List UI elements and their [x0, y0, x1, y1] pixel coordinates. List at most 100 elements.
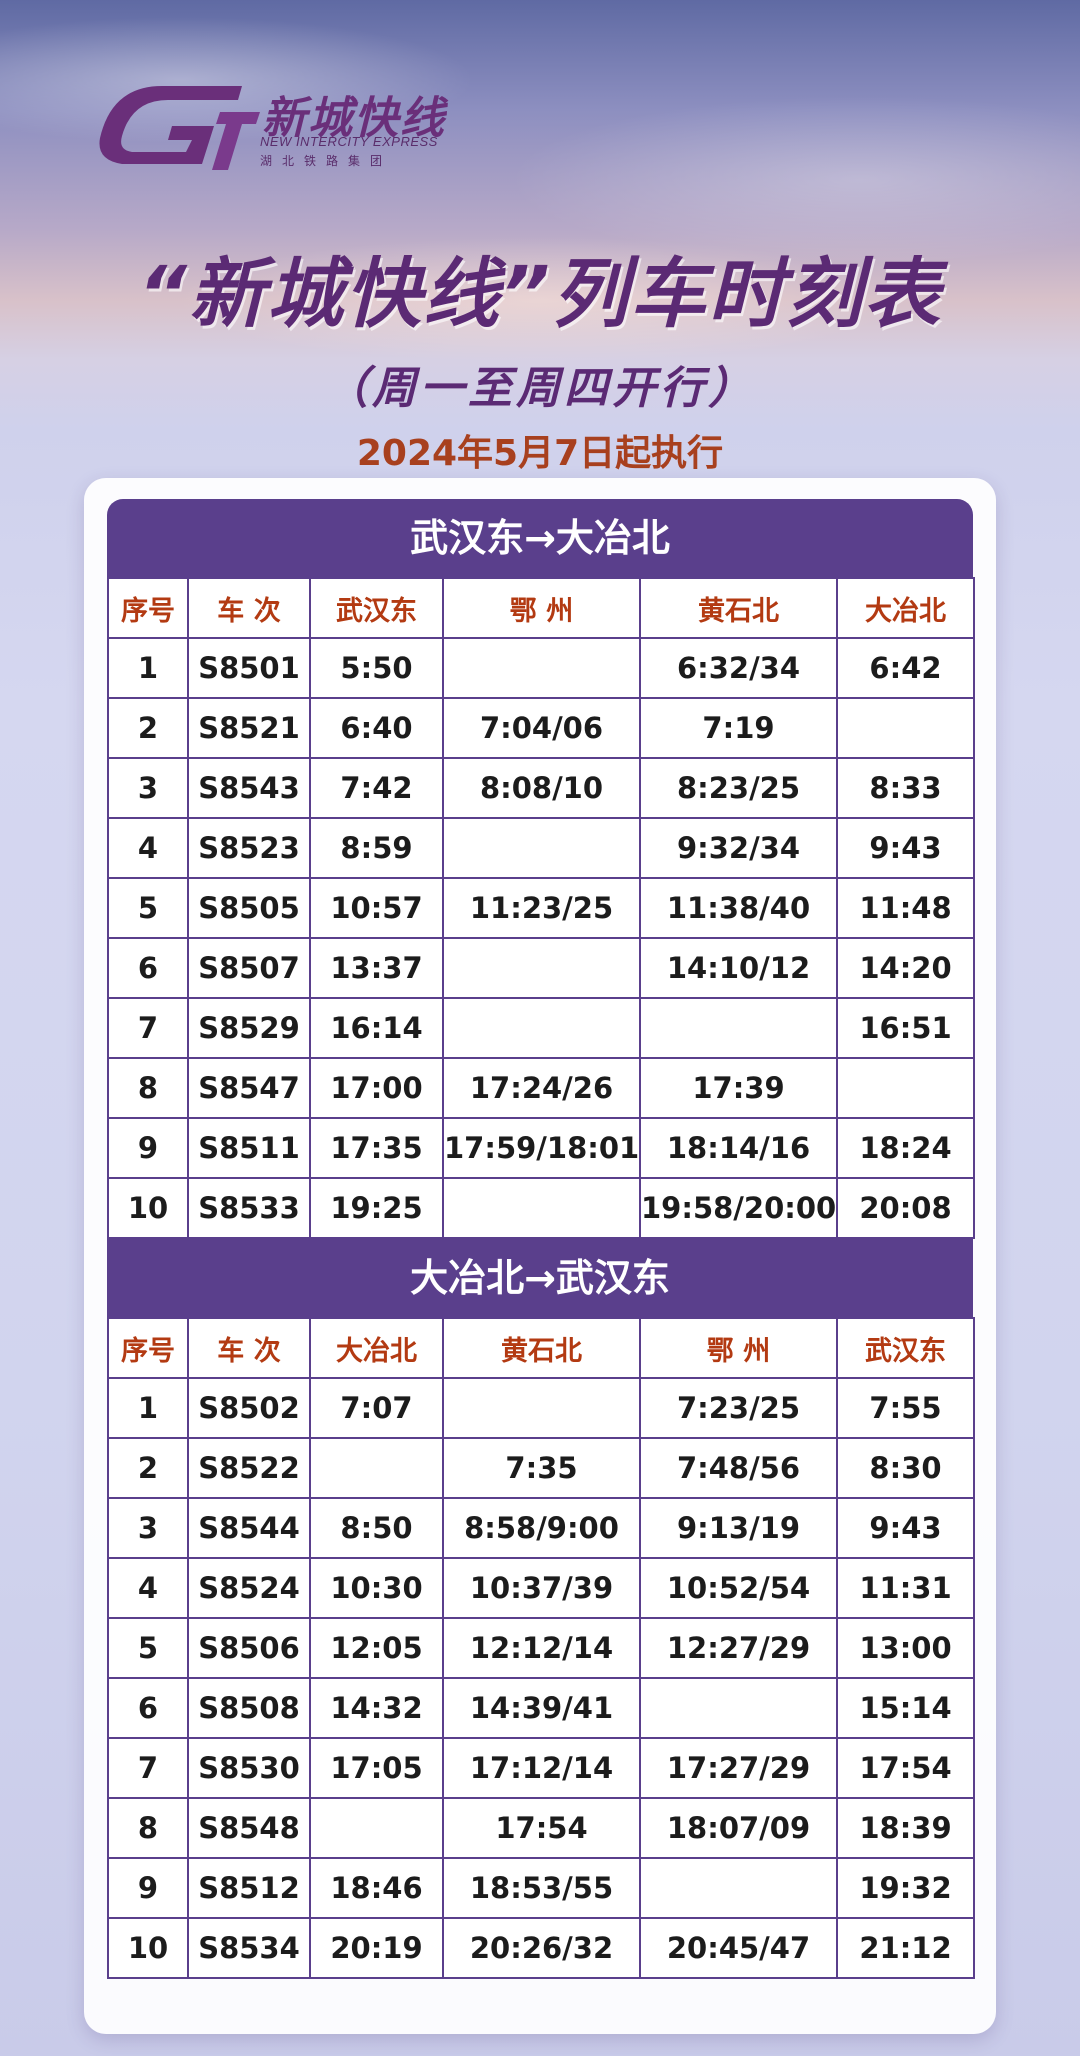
table-cell: 6:40: [309, 697, 444, 759]
table-row: 5 S8505 10:57 11:23/25 11:38/40 11:48: [107, 877, 975, 939]
table-cell: 7:04/06: [442, 697, 641, 759]
table-cell: 10: [107, 1917, 189, 1979]
table-cell: [639, 1677, 838, 1739]
table-cell: 20:26/32: [442, 1917, 641, 1979]
table-cell: S8544: [187, 1497, 311, 1559]
table-cell: [442, 1377, 641, 1439]
section-wuhan-to-daye: 武汉东→大冶北 序号车 次武汉东鄂 州黄石北 大冶北 1 S8501 5:50 6:32…: [107, 499, 975, 1239]
column-header: 大冶北: [309, 1317, 444, 1379]
logo-mark-icon: [99, 86, 260, 170]
column-header: 黄石北: [442, 1317, 641, 1379]
table-cell: 19:58/20:00: [639, 1177, 838, 1239]
table-cell: 9:13/19: [639, 1497, 838, 1559]
table-cell: 18:07/09: [639, 1797, 838, 1859]
table-cell: 13:00: [836, 1617, 975, 1679]
table-row: 9 S8512 18:46 18:53/55 19:32: [107, 1857, 975, 1919]
table-cell: 12:27/29: [639, 1617, 838, 1679]
column-header: 车 次: [187, 1317, 311, 1379]
table-cell: 17:05: [309, 1737, 444, 1799]
table-cell: 7:48/56: [639, 1437, 838, 1499]
table-cell: S8502: [187, 1377, 311, 1439]
table-cell: 16:51: [836, 997, 975, 1059]
table-cell: [309, 1437, 444, 1499]
table-cell: 17:54: [442, 1797, 641, 1859]
table-cell: S8506: [187, 1617, 311, 1679]
table-cell: 11:48: [836, 877, 975, 939]
table-cell: 14:39/41: [442, 1677, 641, 1739]
table-cell: 5: [107, 877, 189, 939]
table-row: 2 S8521 6:40 7:04/06 7:19: [107, 697, 975, 759]
table-cell: 1: [107, 637, 189, 699]
table-cell: 9: [107, 1117, 189, 1179]
table-cell: 17:00: [309, 1057, 444, 1119]
table-cell: S8533: [187, 1177, 311, 1239]
table-cell: 9:43: [836, 1497, 975, 1559]
table-row: 7 S8529 16:14 16:51: [107, 997, 975, 1059]
table-cell: 10:57: [309, 877, 444, 939]
table-cell: 16:14: [309, 997, 444, 1059]
brand-logo: 新城快线 NEW INTERCITY EXPRESS 湖北铁路集团: [92, 78, 472, 178]
timetable: 武汉东→大冶北 序号车 次武汉东鄂 州黄石北 大冶北 1 S8501 5:50 6:32…: [107, 499, 975, 1979]
table-cell: [309, 1797, 444, 1859]
table-row: 4 S8523 8:59 9:32/34 9:43: [107, 817, 975, 879]
table-cell: 6:42: [836, 637, 975, 699]
section-title: 大冶北→武汉东: [107, 1239, 973, 1317]
schedule-table: 序号车 次大冶北 黄石北鄂 州武汉东 1 S8502 7:07 7:23/25 7:55 2…: [107, 1317, 975, 1979]
table-cell: [836, 697, 975, 759]
table-row: 10 S8533 19:25 19:58/20:00 20:08: [107, 1177, 975, 1239]
table-cell: [442, 997, 641, 1059]
table-cell: S8523: [187, 817, 311, 879]
table-cell: 7:35: [442, 1437, 641, 1499]
table-cell: 14:10/12: [639, 937, 838, 999]
table-row: 3 S8543 7:42 8:08/10 8:23/25 8:33: [107, 757, 975, 819]
table-cell: 13:37: [309, 937, 444, 999]
table-cell: 4: [107, 1557, 189, 1619]
table-cell: S8507: [187, 937, 311, 999]
table-cell: 8: [107, 1797, 189, 1859]
page-title: “新城快线”列车时刻表: [138, 249, 942, 338]
table-row: 6 S8507 13:37 14:10/12 14:20: [107, 937, 975, 999]
table-cell: S8521: [187, 697, 311, 759]
table-cell: S8524: [187, 1557, 311, 1619]
table-cell: 17:24/26: [442, 1057, 641, 1119]
table-cell: 15:14: [836, 1677, 975, 1739]
table-cell: 18:39: [836, 1797, 975, 1859]
table-cell: [442, 637, 641, 699]
table-cell: 8:59: [309, 817, 444, 879]
sky-background: [0, 0, 1080, 480]
table-cell: S8501: [187, 637, 311, 699]
brand-name-cn: 新城快线: [262, 93, 446, 144]
table-cell: 17:27/29: [639, 1737, 838, 1799]
table-cell: 17:39: [639, 1057, 838, 1119]
table-cell: 2: [107, 697, 189, 759]
header-row: 序号车 次大冶北 黄石北鄂 州武汉东: [107, 1317, 975, 1379]
table-cell: 8:58/9:00: [442, 1497, 641, 1559]
table-cell: 20:08: [836, 1177, 975, 1239]
table-cell: S8530: [187, 1737, 311, 1799]
table-cell: 20:45/47: [639, 1917, 838, 1979]
table-cell: 8:33: [836, 757, 975, 819]
table-cell: 18:24: [836, 1117, 975, 1179]
table-cell: S8522: [187, 1437, 311, 1499]
section-title: 武汉东→大冶北: [107, 499, 973, 577]
column-header: 车 次: [187, 577, 311, 639]
table-cell: 6: [107, 1677, 189, 1739]
table-cell: S8505: [187, 877, 311, 939]
table-cell: [639, 1857, 838, 1919]
table-cell: 3: [107, 757, 189, 819]
table-row: 7 S8530 17:05 17:12/14 17:27/29 17:54: [107, 1737, 975, 1799]
table-cell: 20:19: [309, 1917, 444, 1979]
column-header: 序号: [107, 1317, 189, 1379]
table-cell: [639, 997, 838, 1059]
table-row: 4 S8524 10:30 10:37/39 10:52/54 11:31: [107, 1557, 975, 1619]
table-cell: [836, 1057, 975, 1119]
brand-name-en: NEW INTERCITY EXPRESS: [260, 134, 438, 149]
table-row: 2 S8522 7:35 7:48/56 8:30: [107, 1437, 975, 1499]
table-cell: S8548: [187, 1797, 311, 1859]
column-header: 黄石北: [639, 577, 838, 639]
table-cell: 18:14/16: [639, 1117, 838, 1179]
table-cell: 5:50: [309, 637, 444, 699]
table-cell: 8:23/25: [639, 757, 838, 819]
column-header: 大冶北: [836, 577, 975, 639]
table-cell: 8:50: [309, 1497, 444, 1559]
